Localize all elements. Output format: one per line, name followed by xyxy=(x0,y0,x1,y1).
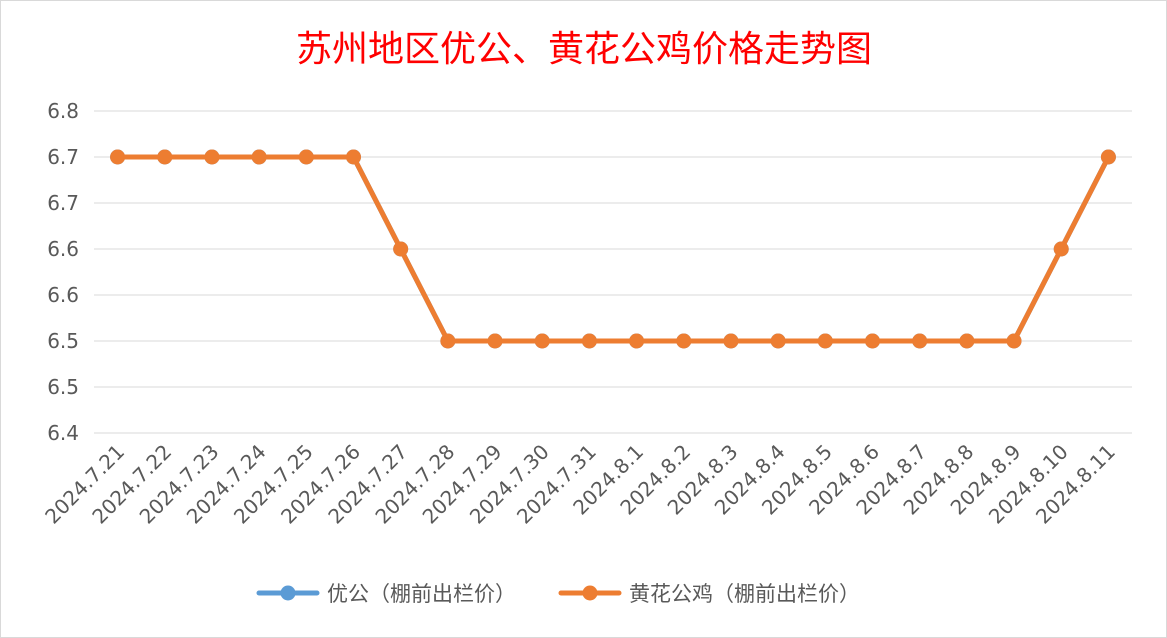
data-point xyxy=(676,333,692,349)
series-1 xyxy=(110,149,1116,349)
y-tick-label: 6.6 xyxy=(47,237,79,261)
data-point xyxy=(817,333,833,349)
legend-item: 优公（棚前出栏价） xyxy=(256,582,516,606)
data-point xyxy=(770,333,786,349)
legend-swatch-marker xyxy=(280,585,296,601)
y-tick-label: 6.7 xyxy=(47,145,79,169)
y-tick-label: 6.7 xyxy=(47,191,79,215)
data-point xyxy=(487,333,503,349)
chart-title: 苏州地区优公、黄花公鸡价格走势图 xyxy=(296,29,872,70)
series-line xyxy=(115,154,1111,344)
data-point xyxy=(110,149,126,165)
data-point xyxy=(346,149,361,165)
data-point xyxy=(1100,149,1116,165)
data-point xyxy=(1006,333,1022,349)
data-point xyxy=(629,333,645,349)
data-point xyxy=(157,149,173,165)
data-point xyxy=(1053,241,1069,257)
series-layer xyxy=(110,149,1116,349)
data-point xyxy=(440,333,456,349)
data-point xyxy=(204,149,220,165)
legend-label: 黄花公鸡（棚前出栏价） xyxy=(629,582,860,606)
y-tick-label: 6.5 xyxy=(47,375,79,399)
x-axis-ticks: 2024.7.212024.7.222024.7.232024.7.242024… xyxy=(40,440,1120,529)
y-tick-label: 6.4 xyxy=(47,421,79,445)
data-point xyxy=(251,149,267,165)
y-tick-label: 6.8 xyxy=(47,99,79,123)
data-point xyxy=(723,333,739,349)
data-point xyxy=(298,149,314,165)
data-point xyxy=(393,241,409,257)
y-tick-label: 6.5 xyxy=(47,329,79,353)
y-axis-ticks: 6.8 6.7 6.7 6.6 6.6 6.5 6.5 6.4 xyxy=(47,99,79,445)
data-point xyxy=(912,333,928,349)
legend: 优公（棚前出栏价） 黄花公鸡（棚前出栏价） xyxy=(256,582,860,606)
y-tick-label: 6.6 xyxy=(47,283,79,307)
legend-swatch-marker xyxy=(582,585,598,601)
data-point xyxy=(534,333,550,349)
legend-item: 黄花公鸡（棚前出栏价） xyxy=(558,582,860,606)
data-point xyxy=(865,333,880,349)
legend-label: 优公（棚前出栏价） xyxy=(327,582,516,606)
data-point xyxy=(959,333,975,349)
data-point xyxy=(581,333,597,349)
